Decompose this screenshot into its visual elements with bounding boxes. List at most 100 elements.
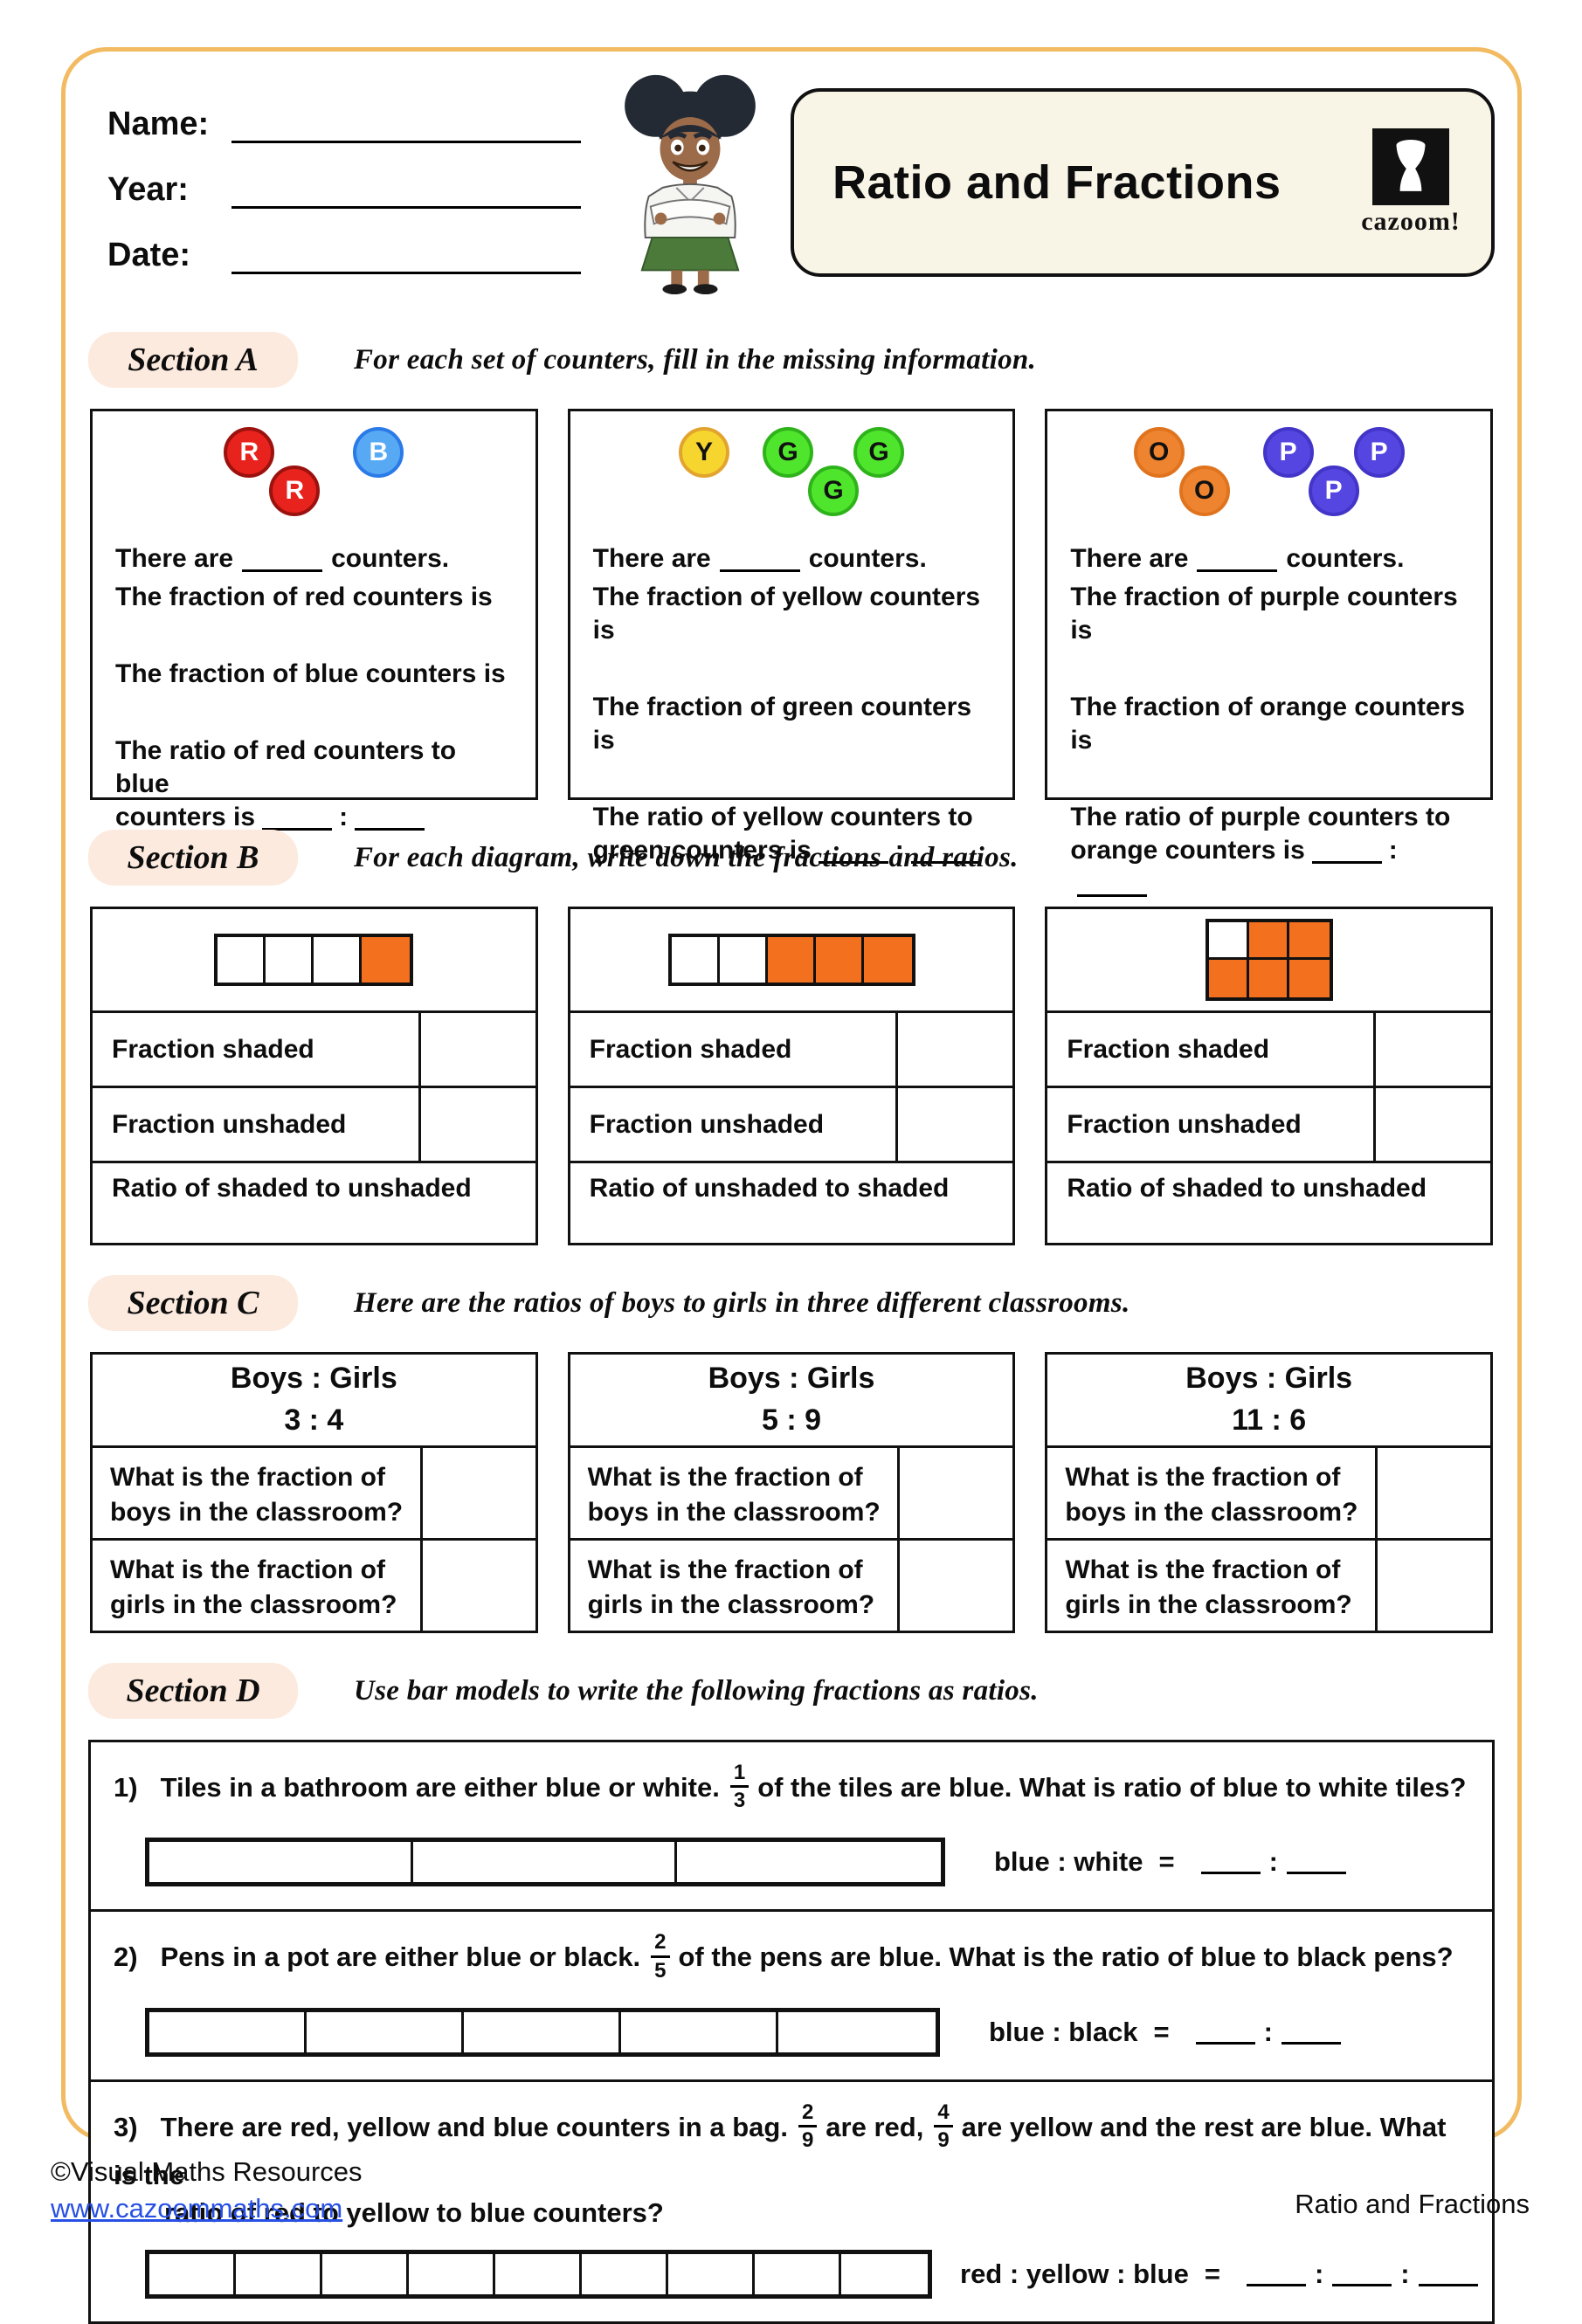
section-b-boxes: Fraction shaded Fraction unshaded Ratio … (88, 907, 1495, 1245)
bar-model-cell (307, 2011, 464, 2052)
date-label: Date: (107, 237, 191, 273)
footer-website-link[interactable]: www.cazoommaths.com (51, 2192, 343, 2224)
diagram-area (93, 909, 535, 1010)
question-3-text: 3) There are red, yellow and blue counter… (114, 2100, 1447, 2191)
question-2: 2) Pens in a pot are either blue or black… (91, 1909, 1492, 2079)
answer-blank (1281, 2020, 1341, 2045)
question-2-text: 2) Pens in a pot are either blue or black… (114, 1930, 1454, 1983)
logo-drum-icon (1372, 128, 1449, 205)
worksheet-border-frame: Name: Year: Date: (61, 47, 1522, 2324)
answer-cell (419, 1541, 535, 1631)
bar-model-cell (755, 2254, 841, 2295)
shaded-cell (1288, 960, 1330, 997)
answer-cell (1373, 1013, 1490, 1086)
bar-model-cell (495, 2254, 582, 2295)
name-write-line (231, 107, 581, 143)
diagram-area (570, 909, 1013, 1010)
diagram-box-1: Fraction shaded Fraction unshaded Ratio … (90, 907, 538, 1245)
answer-cell (418, 1013, 535, 1086)
section-c-instruction: Here are the ratios of boys to girls in … (354, 1286, 1130, 1319)
answer-cell (1375, 1448, 1490, 1538)
bar-model (145, 2250, 932, 2300)
fraction-sentence-1: The fraction of purple counters is (1070, 583, 1458, 645)
ratio-header: Boys : Girls 3 : 4 (93, 1355, 535, 1445)
shaded-cell (1208, 960, 1249, 997)
count-sentence: There are counters. (1070, 544, 1405, 573)
fraction-grid (1205, 919, 1333, 1001)
section-d-pill: Section D (88, 1663, 298, 1719)
count-sentence: There are counters. (115, 544, 450, 573)
question-3-work-row: red : yellow : blue =:: (145, 2250, 1478, 2300)
question-2-work-row: blue : black =: (145, 2007, 1468, 2057)
answer-blank (910, 839, 981, 864)
bar-model-cell (236, 2254, 322, 2295)
ratio-header: Boys : Girls 5 : 9 (570, 1355, 1013, 1445)
year-row: Year: (107, 171, 612, 209)
counter-P: P (1308, 465, 1359, 516)
ratio-value: 11 : 6 (1232, 1403, 1307, 1437)
shaded-cell (1288, 922, 1330, 960)
counter-R: R (269, 465, 321, 516)
answer-blank (1197, 548, 1278, 572)
answer-blank (1195, 2020, 1255, 2045)
counter-O: O (1133, 427, 1185, 478)
answer-cell (1373, 1088, 1490, 1161)
fraction-sentence-1: The fraction of yellow counters is (592, 583, 981, 645)
answer-cell (419, 1448, 535, 1538)
name-label: Name: (107, 106, 210, 142)
shaded-cell (815, 937, 864, 983)
section-b-pill: Section B (88, 830, 298, 886)
answer-blank (719, 548, 800, 572)
fraction-unshaded-row: Fraction unshaded (1047, 1086, 1491, 1161)
fraction-sentence-2: The fraction of orange counters is (1070, 693, 1466, 755)
ratio-sentence-line1: The ratio of purple counters to (1070, 803, 1451, 831)
bar-model-cell (778, 2011, 936, 2052)
fraction-shaded-row: Fraction shaded (93, 1010, 535, 1086)
counter-G: G (853, 427, 904, 478)
ratio-sentence-line2: orange counters is: (1070, 834, 1468, 900)
bar-model-cell (413, 1842, 677, 1883)
fraction-sentence-2: The fraction of blue counters is (115, 659, 506, 688)
unshaded-cell (218, 937, 266, 983)
bar-model-cell (677, 1842, 941, 1883)
bar-model-cell (668, 2254, 755, 2295)
answer-expression: red : yellow : blue =:: (960, 2258, 1483, 2290)
bar-model-cell (464, 2011, 621, 2052)
shaded-cell (362, 937, 411, 983)
answer-blank (1286, 1850, 1346, 1875)
unshaded-cell (671, 937, 720, 983)
ratio-row: Ratio of unshaded to shaded (570, 1161, 1013, 1243)
section-a-header: Section A For each set of counters, fill… (88, 332, 1495, 388)
answer-blank (1332, 2262, 1392, 2287)
classroom-box-3: Boys : Girls 11 : 6 What is the fraction… (1045, 1352, 1494, 1633)
fraction-strip (214, 934, 414, 986)
footer-worksheet-title: Ratio and Fractions (1295, 2189, 1530, 2219)
answer-cell (418, 1088, 535, 1161)
boys-fraction-row: What is the fraction of boys in the class… (1047, 1445, 1491, 1538)
logo-wordmark: cazoom! (1361, 207, 1461, 236)
section-a-pill: Section A (88, 332, 298, 388)
fraction-shaded-row: Fraction shaded (1047, 1010, 1491, 1086)
bar-model-cell (322, 2254, 409, 2295)
section-a-instruction: For each set of counters, fill in the mi… (354, 343, 1037, 376)
counter-O: O (1178, 465, 1230, 516)
section-d-box: 1) Tiles in a bathroom are either blue or… (88, 1740, 1495, 2324)
fraction-sentence-1: The fraction of red counters is (115, 583, 493, 611)
section-c-header: Section C Here are the ratios of boys to… (88, 1275, 1495, 1331)
ratio-row: Ratio of shaded to unshaded (93, 1161, 535, 1243)
fraction-unshaded-row: Fraction unshaded (570, 1086, 1013, 1161)
answer-blank (1418, 2262, 1478, 2287)
answer-blank (355, 806, 425, 831)
answer-blank (1077, 872, 1148, 897)
question-1-work-row: blue : white =: (145, 1838, 1468, 1887)
bar-model-cell (149, 1842, 413, 1883)
section-b-header: Section B For each diagram, write down t… (88, 830, 1495, 886)
date-write-line (231, 238, 581, 274)
